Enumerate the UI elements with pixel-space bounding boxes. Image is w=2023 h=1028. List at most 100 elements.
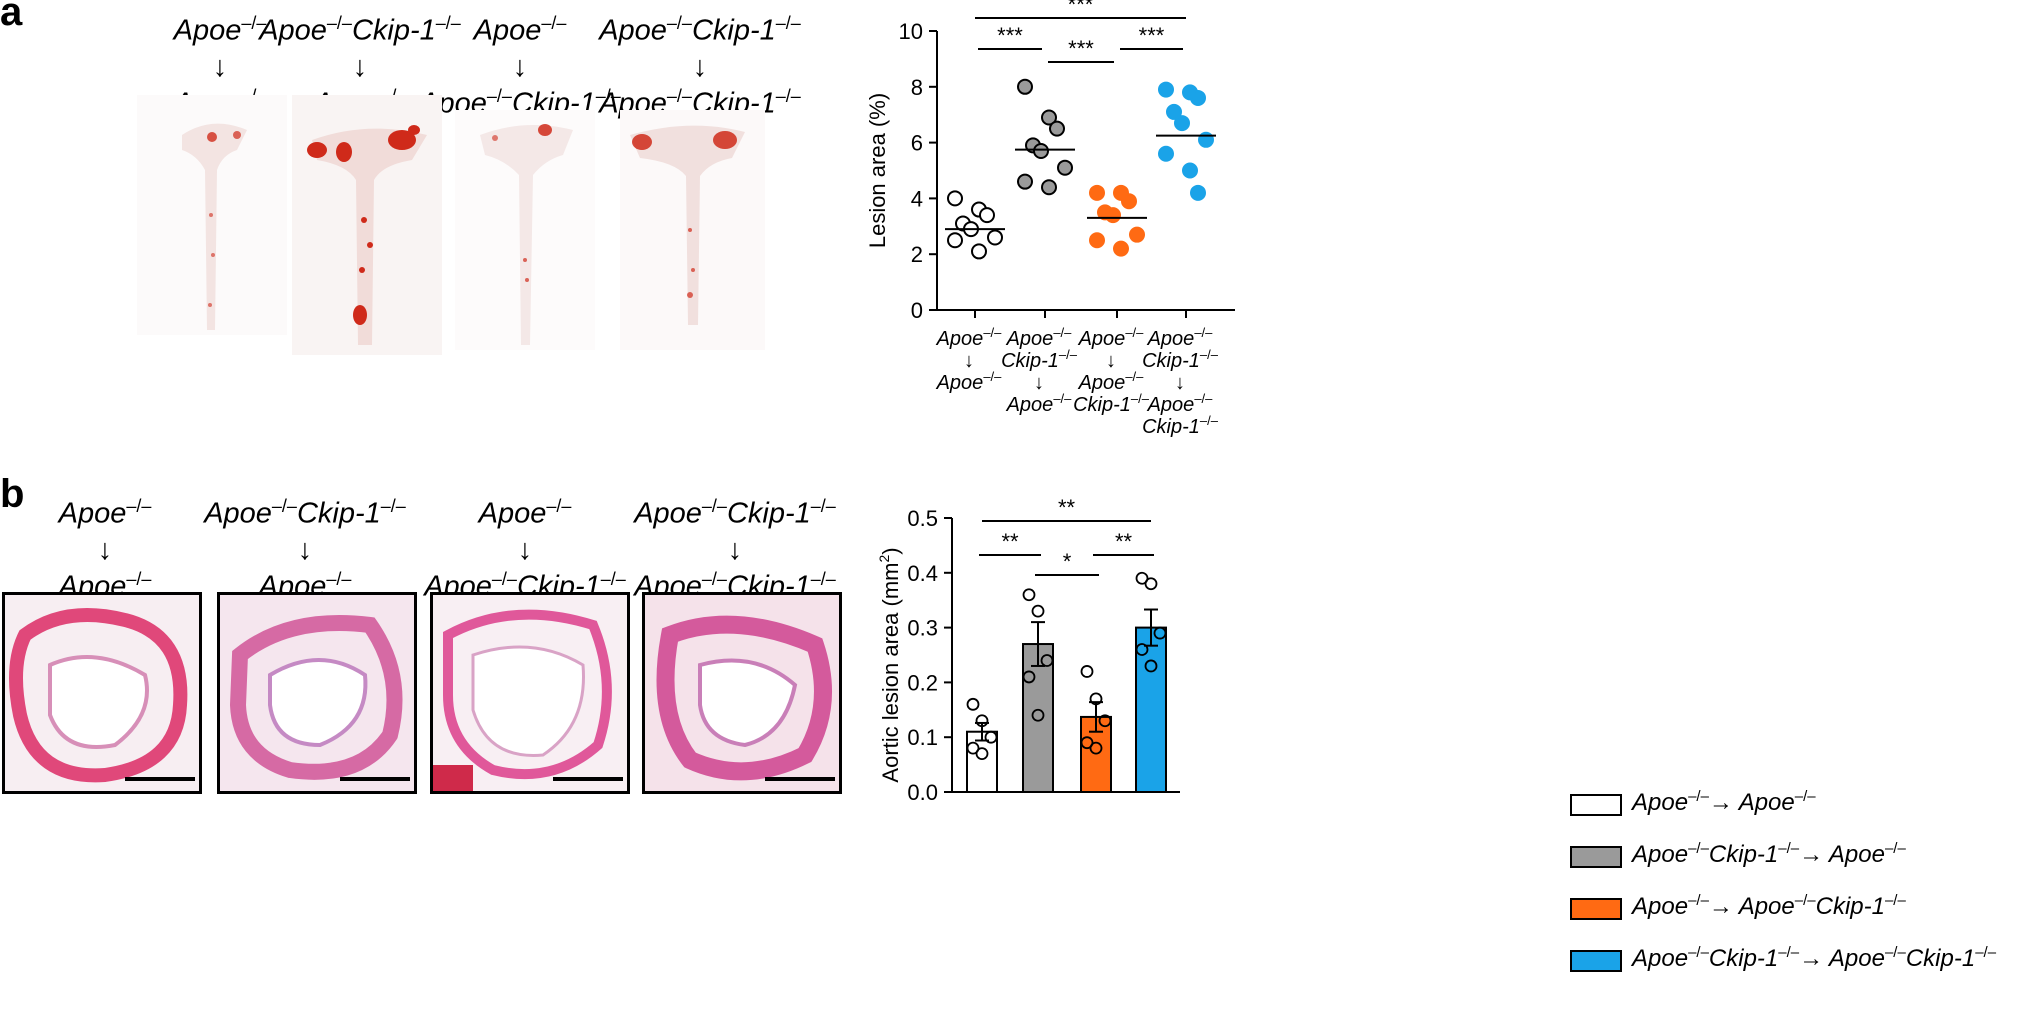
donor-gene-2-sup: –/– — [380, 496, 406, 516]
recipient-gene-2-sup: –/– — [600, 569, 626, 590]
donor-gene-sup: –/– — [271, 496, 297, 516]
donor-gene-sup: –/– — [541, 13, 567, 33]
down-arrow-icon: ↓ — [212, 50, 228, 83]
panel-a-genotype-2: Apoe–/–Ckip-1–/–↓Apoe–/– — [250, 12, 470, 122]
histology-image-3 — [430, 592, 630, 794]
donor-gene: Apoe — [473, 14, 542, 47]
down-arrow-icon: ↓ — [727, 533, 743, 566]
data-point — [1041, 109, 1057, 126]
donor-line: Apoe–/– — [110, 12, 330, 49]
data-point — [971, 243, 987, 260]
data-point — [1098, 714, 1112, 728]
y-tick-label: 0.2 — [907, 670, 938, 695]
x-category-label: ↓ — [1106, 350, 1116, 372]
legend-gene: Apoe — [1632, 893, 1689, 920]
legend-label: Apoe–/–Ckip-1–/–→ Apoe–/–Ckip-1–/– — [1632, 944, 1996, 973]
recipient-gene-2-sup: –/– — [595, 86, 621, 107]
legend-gene-sup: –/– — [1688, 944, 1709, 961]
x-category-label-sup: –/– — [1125, 369, 1144, 384]
recipient-gene-sup: –/– — [326, 569, 352, 590]
down-arrow-icon: ↓ — [352, 50, 368, 83]
data-point — [1049, 120, 1065, 137]
legend-recipient-gene-2: Ckip-1 — [1905, 945, 1976, 972]
y-axis-label: Aortic lesion area (mm2) — [876, 547, 903, 782]
bar — [1135, 626, 1167, 793]
recipient-gene-sup: –/– — [701, 569, 727, 590]
panel-b-genotype-3: Apoe–/– ↓ Apoe–/–Ckip-1–/– — [415, 495, 635, 605]
data-point — [1089, 692, 1103, 706]
aorta-photo-1 — [137, 95, 287, 335]
data-point — [1174, 115, 1190, 132]
y-tick-label: 0.3 — [907, 616, 938, 641]
x-category-label: Apoe–/– — [1006, 391, 1073, 416]
recipient-gene-sup: –/– — [491, 569, 517, 590]
transplant-arrow-line: ↓ — [415, 532, 635, 568]
legend-recipient-sup: –/– — [1884, 840, 1906, 857]
legend-recipient-sup: –/– — [1884, 944, 1906, 961]
data-point — [1153, 626, 1167, 640]
donor-gene-sup: –/– — [546, 496, 572, 516]
donor-line: Apoe–/–Ckip-1–/– — [195, 495, 415, 532]
y-tick-label: 0.5 — [907, 506, 938, 531]
y-axis-label-main: Aortic lesion area (mm — [878, 563, 903, 783]
data-point — [1040, 654, 1054, 667]
data-point — [1089, 741, 1103, 755]
legend-recipient-gene: Apoe — [1732, 893, 1795, 920]
data-point — [1135, 643, 1149, 656]
donor-gene: Apoe — [259, 14, 327, 47]
significance-label: *** — [1068, 0, 1094, 17]
data-point — [975, 714, 989, 728]
data-point — [1089, 184, 1105, 201]
legend-gene: Apoe — [1632, 945, 1689, 972]
donor-line: Apoe–/–Ckip-1–/– — [590, 12, 810, 49]
legend-gene: Apoe — [1632, 841, 1689, 868]
data-point — [1182, 162, 1198, 179]
legend-label: Apoe–/–Ckip-1–/–→ Apoe–/– — [1632, 840, 1906, 869]
donor-gene-sup: –/– — [666, 13, 692, 33]
legend-gene: Apoe — [1632, 789, 1689, 816]
down-arrow-icon: ↓ — [297, 533, 313, 566]
panel-b-letter: b — [0, 472, 25, 516]
y-axis-label: Lesion area (%) — [865, 93, 890, 248]
x-category-label: Ckip-1–/– — [1001, 347, 1078, 372]
x-category-label: Ckip-1–/– — [1142, 413, 1219, 438]
donor-gene: Apoe — [58, 497, 127, 530]
donor-gene-2: Ckip-1 — [296, 497, 381, 530]
aorta-image-1 — [137, 95, 287, 335]
transplant-arrow-line: ↓ — [110, 49, 330, 85]
x-category-label: Apoe–/– — [1147, 391, 1214, 416]
data-point — [1031, 708, 1045, 722]
data-point — [1135, 571, 1149, 585]
donor-gene-sup: –/– — [126, 496, 152, 516]
aorta-photo-2 — [292, 95, 442, 355]
data-point — [1129, 226, 1145, 243]
significance-label: *** — [1139, 23, 1165, 48]
data-point — [1057, 159, 1073, 176]
x-category-label: ↓ — [1034, 372, 1044, 394]
data-point — [1031, 604, 1045, 618]
data-point — [1022, 670, 1036, 684]
legend-gene-2-sup: –/– — [1778, 840, 1800, 857]
panel-b-genotype-1: Apoe–/– ↓ Apoe–/– — [0, 495, 215, 605]
significance-label: ** — [1115, 529, 1133, 554]
legend-gene-2: Ckip-1 — [1708, 841, 1779, 868]
legend-recipient-gene: Apoe — [1823, 841, 1885, 868]
data-point — [1080, 736, 1094, 750]
data-point — [1089, 232, 1105, 249]
data-point — [947, 190, 963, 207]
histology-section-4 — [656, 615, 832, 781]
x-category-label: Ckip-1–/– — [1073, 391, 1150, 416]
x-category-label-sup: –/– — [983, 369, 1002, 384]
data-point — [1144, 659, 1158, 673]
histology-image-1 — [2, 592, 202, 794]
histology-section-1 — [9, 608, 188, 783]
scale-bar-3 — [553, 777, 623, 781]
right-arrow-icon: → — [1708, 893, 1733, 920]
y-tick-label: 4 — [911, 186, 923, 211]
data-point — [947, 232, 963, 249]
transplant-arrow-line: ↓ — [590, 49, 810, 85]
data-point — [1017, 78, 1033, 95]
x-category-label-sup: –/– — [1059, 347, 1078, 362]
legend-recipient-sup: –/– — [1794, 788, 1816, 805]
donor-line: Apoe–/– — [410, 12, 630, 49]
